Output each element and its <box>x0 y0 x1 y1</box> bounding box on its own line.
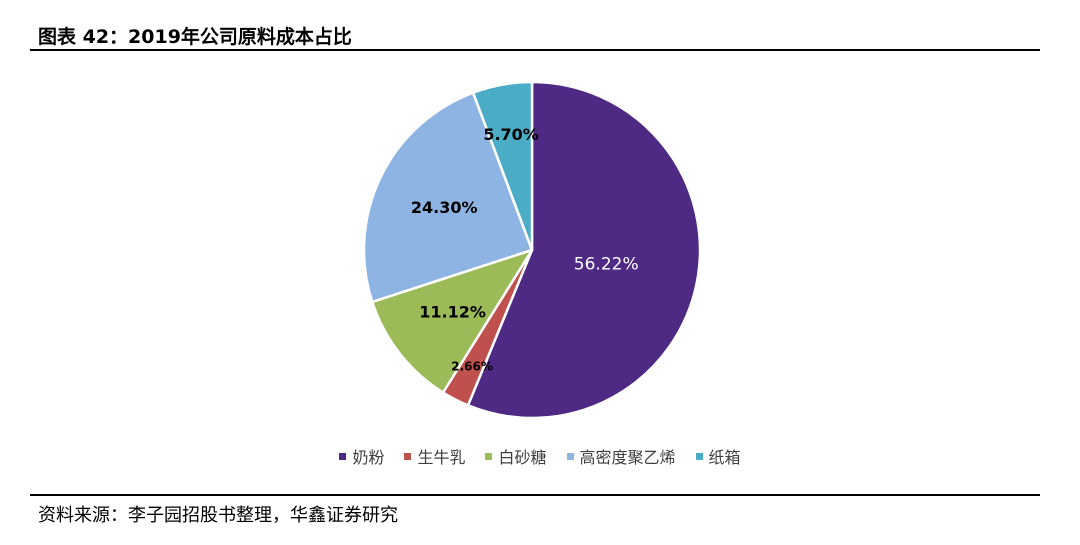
legend-swatch <box>695 452 703 460</box>
pie-label-5: 5.70% <box>483 125 539 144</box>
pie-slices <box>362 80 702 420</box>
legend-swatch <box>404 452 412 460</box>
legend-label: 奶粉 <box>352 448 385 467</box>
pie-label-2: 2.66% <box>451 360 493 374</box>
legend-label: 生牛乳 <box>417 448 466 467</box>
pie-label-1: 56.22% <box>574 255 639 275</box>
legend-label: 纸箱 <box>708 448 741 467</box>
pie-label-3: 11.12% <box>419 303 486 322</box>
legend-label: 白砂糖 <box>498 448 547 467</box>
legend-item-2: 生牛乳 <box>404 444 465 468</box>
chart-legend: 奶粉 生牛乳 白砂糖 高密度聚乙烯 纸箱 <box>0 444 1080 468</box>
title-divider <box>30 49 1040 51</box>
pie-slice-1 <box>466 80 702 420</box>
legend-item-3: 白砂糖 <box>485 444 547 468</box>
legend-label: 高密度聚乙烯 <box>579 448 676 467</box>
page-title: 图表 42：2019年公司原料成本占比 <box>38 26 352 48</box>
legend-item-5: 纸箱 <box>695 444 741 468</box>
pie-label-4: 24.30% <box>411 198 478 217</box>
source-divider <box>30 494 1040 496</box>
legend-item-4: 高密度聚乙烯 <box>566 444 676 468</box>
source-note: 资料来源：李子园招股书整理，华鑫证券研究 <box>38 505 398 526</box>
legend-swatch <box>566 452 574 460</box>
pie-data-labels: 56.22% 2.66% 11.12% 24.30% 5.70% <box>411 125 639 374</box>
pie-chart: 56.22% 2.66% 11.12% 24.30% 5.70% <box>362 80 702 420</box>
pie-slice-4 <box>362 91 534 304</box>
pie-slice-3 <box>370 248 534 394</box>
legend-swatch <box>485 452 493 460</box>
legend-item-1: 奶粉 <box>339 444 384 468</box>
pie-slice-5 <box>471 80 534 252</box>
legend-swatch <box>339 452 347 460</box>
